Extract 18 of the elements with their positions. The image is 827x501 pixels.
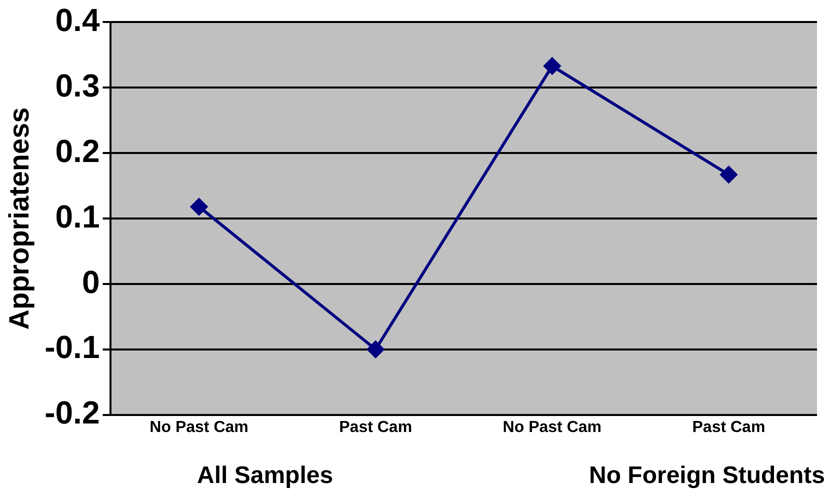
point: [544, 58, 561, 75]
x-tick-label: Past Cam: [692, 418, 766, 436]
y-tick-label: -0.1: [44, 329, 100, 366]
point: [190, 198, 208, 216]
y-tick-label: 0.1: [55, 198, 100, 234]
text: No Foreign Students: [589, 462, 825, 490]
y-tick-label: 0: [82, 264, 100, 300]
x-tick-label: No Past Cam: [502, 418, 602, 436]
y-tick-label: 0.3: [55, 67, 100, 104]
x-tick-label: No Past Cam: [150, 418, 248, 436]
x-tick-label: Past Cam: [339, 418, 412, 436]
y-tick-label: 0.2: [55, 132, 100, 169]
point: [367, 340, 384, 358]
y-tick-label: 0.4: [55, 2, 100, 38]
point: [720, 166, 738, 184]
y-tick-label: -0.2: [44, 394, 100, 431]
text: All Samples: [197, 462, 334, 490]
y-axis-title: Appropriateness: [4, 107, 35, 330]
